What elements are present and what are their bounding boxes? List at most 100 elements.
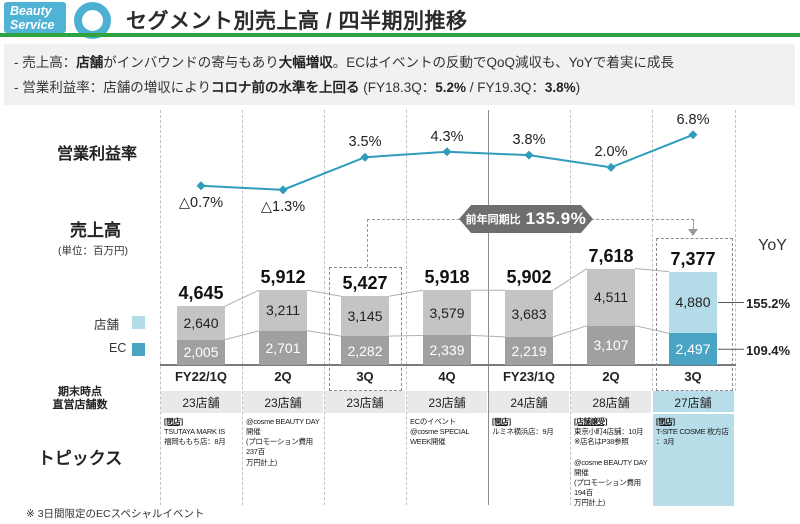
column-separator	[735, 110, 736, 391]
bar-ec-segment	[505, 336, 553, 365]
bar-ec-label: 2,005	[183, 344, 219, 361]
margin-point-marker	[442, 147, 452, 157]
summary-text-segment: コロナ前の水準を上回る	[210, 80, 360, 95]
column-separator	[652, 110, 653, 391]
bar-total-label: 5,918	[424, 267, 470, 288]
margin-point-label: 2.0%	[594, 144, 628, 161]
store-count-value: 23店舗	[264, 396, 302, 410]
column-separator	[406, 110, 407, 505]
bar-store-label: 4,880	[675, 294, 711, 311]
bar-total-label: 7,618	[588, 245, 634, 266]
bar-ec-segment	[177, 339, 225, 365]
store-count-cell	[325, 391, 405, 413]
x-axis-label: FY23/1Q	[502, 369, 556, 384]
topic-cell: [店舗譲受] 東京小町4店舗：10月 ※店名はP38参照 @cosme BEAUTY …	[574, 417, 648, 507]
x-axis-label: 2Q	[602, 369, 620, 384]
yoy-ec-value: 109.4%	[746, 343, 791, 358]
bar-store-segment	[341, 296, 389, 337]
yoy-connector-arrow-icon	[688, 229, 698, 236]
store-count-value: 24店舗	[510, 396, 548, 410]
store-count-row-label: 期末時点 直営店舗数	[0, 386, 160, 411]
yoy-badge: 前年同期比 135.9%	[459, 205, 593, 233]
bar-store-label: 2,640	[183, 314, 219, 331]
sales-unit-label: (単位：百万円)	[58, 245, 128, 257]
x-axis-label: 2Q	[274, 369, 292, 384]
bar-store-label: 3,683	[511, 305, 547, 322]
bar-ec-label: 2,282	[347, 342, 383, 359]
bar-total-label: 5,912	[260, 267, 306, 288]
x-axis-label: FY22/1Q	[174, 369, 228, 384]
summary-text-segment: 。ECはイベントの反動でQoQ減収も、YoYで着実に成長	[332, 55, 674, 70]
current-quarter-dashed-box	[656, 238, 733, 391]
sales-row-label: 売上高	[70, 221, 121, 240]
bar-store-label: 4,511	[594, 289, 628, 306]
bar-ec-segment	[341, 336, 389, 365]
bar-total-label: 5,427	[342, 273, 388, 294]
brand-line1: Beauty	[10, 4, 52, 18]
column-separator	[160, 110, 161, 505]
bar-total-label: 4,645	[178, 283, 224, 304]
ec-legend-swatch	[132, 343, 145, 356]
yoy-badge-value: 135.9%	[525, 209, 587, 228]
topic-tag: [閉店]	[656, 417, 675, 426]
yoy-header: YoY	[758, 237, 787, 254]
bar-ec-segment	[587, 325, 635, 365]
margin-point-label: 3.8%	[512, 132, 546, 149]
topic-cell: ECのイベント @cosme SPECIAL WEEK開催	[410, 417, 470, 447]
summary-line-2: - 営業利益率：店舗の増収によりコロナ前の水準を上回る (FY18.3Q：5.2…	[14, 75, 785, 100]
bar-store-segment	[177, 306, 225, 340]
margin-point-marker	[524, 150, 534, 160]
fiscal-year-separator	[488, 110, 489, 505]
ec-legend-label: EC	[109, 341, 127, 355]
summary-text-segment: 店舗	[76, 55, 104, 70]
summary-line-1: - 売上高：店舗がインバウンドの寄与もあり大幅増収。ECはイベントの反動でQoQ…	[14, 50, 785, 75]
x-axis-label: 3Q	[684, 369, 702, 384]
summary-text-segment: 5.2%	[435, 80, 467, 95]
store-count-cell	[407, 391, 487, 413]
bar-store-label: 3,579	[429, 304, 465, 321]
margin-point-label: 3.5%	[348, 134, 382, 151]
column-separator	[242, 110, 243, 505]
topic-tag: [閉店]	[164, 417, 183, 426]
margin-point-marker	[606, 162, 616, 172]
summary-text-segment: 3.8%	[544, 80, 576, 95]
store-count-cell	[489, 391, 569, 413]
margin-point-label: △1.3%	[260, 198, 306, 215]
column-separator	[570, 110, 571, 505]
store-count-value: 23店舗	[428, 396, 466, 410]
bar-ec-label: 3,107	[593, 337, 629, 354]
summary-text-segment: / FY19.3Q：	[466, 80, 545, 95]
store-legend-label: 店舗	[94, 318, 120, 332]
bar-ec-segment	[423, 335, 471, 365]
topic-cell: [閉店] T-SITE COSME 枚方店 ：3月	[656, 417, 729, 447]
brand-line2: Service	[10, 18, 55, 32]
margin-point-marker	[688, 130, 698, 140]
bar-total-label: 5,902	[506, 267, 552, 288]
store-count-value: 23店舗	[182, 396, 220, 410]
green-divider	[0, 33, 800, 37]
margin-point-marker	[196, 181, 206, 191]
margin-point-marker	[360, 152, 370, 162]
store-count-value: 27店舗	[674, 396, 712, 410]
store-count-row-label-2: 直営店舗数	[52, 398, 108, 411]
current-quarter-highlight-cell	[653, 391, 734, 506]
margin-point-label: 4.3%	[430, 128, 464, 145]
x-axis-label: 3Q	[356, 369, 374, 384]
bar-ec-segment	[669, 333, 717, 365]
topic-tag: [店舗譲受]	[574, 417, 608, 426]
bar-total-label: 7,377	[670, 248, 716, 269]
summary-text-segment: - 売上高：	[14, 55, 77, 70]
bar-ec-segment	[259, 330, 307, 365]
bar-store-segment	[587, 268, 635, 326]
footnote: ※ 3日間限定のECスペシャルイベント	[26, 508, 205, 520]
topics-row-label: トピックス	[37, 449, 123, 468]
yoy-badge-label: 前年同期比	[465, 214, 521, 226]
bar-store-segment	[259, 290, 307, 331]
store-count-cell	[243, 391, 323, 413]
margin-point-label: 6.8%	[676, 111, 710, 128]
summary-text-segment: - 営業利益率：店舗の増収により	[14, 80, 211, 95]
topic-cell: @cosme BEAUTY DAY 開催 (プロモーション費用237百 万円計上)	[246, 417, 320, 467]
bar-store-label: 3,145	[347, 308, 383, 325]
bar-ec-label: 2,701	[265, 339, 301, 356]
bar-store-segment	[423, 290, 471, 336]
